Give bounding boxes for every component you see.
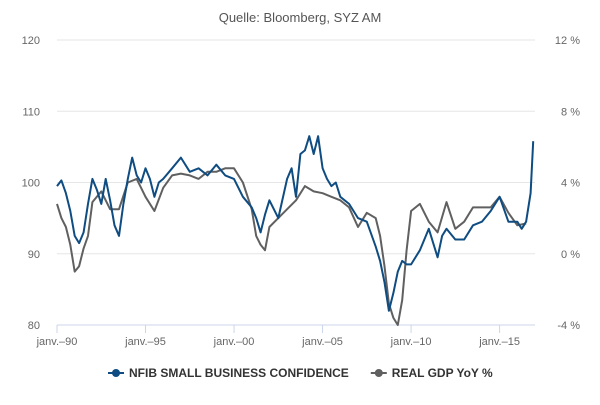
- x-tick-label: janv.–15: [478, 336, 520, 348]
- y-left-tick-label: 120: [22, 35, 40, 47]
- series-layer: [56, 135, 535, 326]
- axis-layer: 80 90 100 110 120 -4 % 0 % 4 % 8 % 12 % janv.–90 ja…: [22, 35, 581, 348]
- legend-label-nfib: NFIB SMALL BUSINESS CONFIDENCE: [129, 366, 349, 380]
- legend-marker-nfib: [112, 369, 120, 377]
- x-tick-label: janv.–95: [124, 336, 166, 348]
- y-right-tick-label: 12 %: [555, 35, 580, 47]
- y-right-tick-label: 4 %: [561, 178, 580, 190]
- y-right-tick-label: 8 %: [561, 106, 580, 118]
- y-left-tick-label: 100: [22, 178, 40, 190]
- x-tick-label: janv.–10: [390, 336, 432, 348]
- legend-marker-gdp: [374, 369, 383, 377]
- legend-label-gdp: REAL GDP YoY %: [392, 366, 493, 380]
- x-tick-label: janv.–00: [213, 336, 255, 348]
- y-right-tick-label: -4 %: [557, 320, 580, 332]
- y-left-tick-label: 90: [28, 249, 40, 261]
- y-right-tick-label: 0 %: [561, 249, 580, 261]
- y-left-tick-label: 80: [28, 320, 40, 332]
- chart-title: Quelle: Bloomberg, SYZ AM: [219, 10, 382, 25]
- series-line-nfib: [56, 135, 535, 312]
- x-tick-label: janv.–05: [301, 336, 343, 348]
- x-tick-label: janv.–90: [36, 336, 78, 348]
- legend: NFIB SMALL BUSINESS CONFIDENCE REAL GDP Y…: [108, 366, 493, 380]
- series-line-gdp: [56, 167, 527, 326]
- y-left-tick-label: 110: [22, 106, 40, 118]
